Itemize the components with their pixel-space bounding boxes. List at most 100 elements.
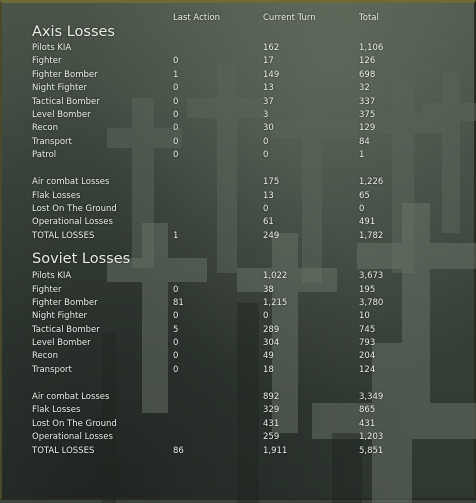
row-label: Flak Losses <box>32 191 81 201</box>
last-action-value: 1 <box>173 70 179 80</box>
row-label: Operational Losses <box>32 217 113 227</box>
row-label: Recon <box>32 123 59 133</box>
row-label: Transport <box>32 137 72 147</box>
total-value: 337 <box>359 97 376 107</box>
soviet-row-level-bomber: Level Bomber 0 304 793 <box>2 338 476 351</box>
row-label: Fighter <box>32 285 62 295</box>
current-turn-value: 38 <box>263 285 274 295</box>
current-turn-value: 37 <box>263 97 274 107</box>
last-action-value: 0 <box>173 338 179 348</box>
row-label: Tactical Bomber <box>32 97 100 107</box>
axis-losses-title: Axis Losses <box>32 24 115 40</box>
row-label: Level Bomber <box>32 338 91 348</box>
soviet-row-fighter: Fighter 0 38 195 <box>2 285 476 298</box>
total-value: 431 <box>359 419 376 429</box>
current-turn-value: 30 <box>263 123 274 133</box>
row-label: Tactical Bomber <box>32 325 100 335</box>
total-value: 3,349 <box>359 392 384 402</box>
current-turn-value: 0 <box>263 137 269 147</box>
axis-row-air-combat-losses: Air combat Losses 175 1,226 <box>2 177 476 190</box>
cemetery-crosses-background <box>102 63 476 503</box>
total-value: 375 <box>359 110 376 120</box>
row-label: Operational Losses <box>32 432 113 442</box>
last-action-value: 0 <box>173 311 179 321</box>
total-value: 129 <box>359 123 376 133</box>
last-action-value: 5 <box>173 325 179 335</box>
current-turn-value: 304 <box>263 338 280 348</box>
header-total: Total <box>359 13 379 23</box>
row-label: Fighter Bomber <box>32 70 98 80</box>
total-value: 698 <box>359 70 376 80</box>
row-label: Fighter <box>32 56 62 66</box>
axis-row-fighter: Fighter 0 17 126 <box>2 56 476 69</box>
last-action-value: 0 <box>173 351 179 361</box>
current-turn-value: 1,215 <box>263 298 288 308</box>
total-value: 1 <box>359 150 365 160</box>
current-turn-value: 0 <box>263 204 269 214</box>
row-label: Air combat Losses <box>32 392 110 402</box>
soviet-row-flak-losses: Flak Losses 329 865 <box>2 405 476 418</box>
last-action-value: 0 <box>173 365 179 375</box>
total-value: 793 <box>359 338 376 348</box>
soviet-row-operational-losses: Operational Losses 259 1,203 <box>2 432 476 445</box>
current-turn-value: 329 <box>263 405 280 415</box>
header-current-turn: Current Turn <box>263 13 316 23</box>
soviet-row-transport: Transport 0 18 124 <box>2 365 476 378</box>
header-last-action: Last Action <box>173 13 221 23</box>
total-value: 0 <box>359 204 365 214</box>
current-turn-value: 259 <box>263 432 280 442</box>
current-turn-value: 431 <box>263 419 280 429</box>
axis-row-fighter-bomber: Fighter Bomber 1 149 698 <box>2 70 476 83</box>
last-action-value: 1 <box>173 231 179 241</box>
axis-row-flak-losses: Flak Losses 13 65 <box>2 191 476 204</box>
total-value: 1,106 <box>359 43 384 53</box>
axis-row-total-losses: TOTAL LOSSES 1 249 1,782 <box>2 231 476 244</box>
total-value: 32 <box>359 83 370 93</box>
row-label: Flak Losses <box>32 405 81 415</box>
total-value: 3,673 <box>359 271 384 281</box>
row-label: Pilots KIA <box>32 271 72 281</box>
current-turn-value: 162 <box>263 43 280 53</box>
last-action-value: 0 <box>173 97 179 107</box>
total-value: 745 <box>359 325 376 335</box>
soviet-losses-title: Soviet Losses <box>32 251 131 267</box>
soviet-row-tactical-bomber: Tactical Bomber 5 289 745 <box>2 325 476 338</box>
current-turn-value: 249 <box>263 231 280 241</box>
row-label: Lost On The Ground <box>32 204 117 214</box>
current-turn-value: 289 <box>263 325 280 335</box>
row-label: Air combat Losses <box>32 177 110 187</box>
row-label: Transport <box>32 365 72 375</box>
current-turn-value: 892 <box>263 392 280 402</box>
axis-row-tactical-bomber: Tactical Bomber 0 37 337 <box>2 97 476 110</box>
row-label: Level Bomber <box>32 110 91 120</box>
total-value: 5,851 <box>359 446 384 456</box>
axis-row-level-bomber: Level Bomber 0 3 375 <box>2 110 476 123</box>
current-turn-value: 17 <box>263 56 274 66</box>
current-turn-value: 0 <box>263 150 269 160</box>
total-value: 124 <box>359 365 376 375</box>
soviet-row-recon: Recon 0 49 204 <box>2 351 476 364</box>
last-action-value: 0 <box>173 285 179 295</box>
total-value: 491 <box>359 217 376 227</box>
losses-table: Last Action Current Turn Total Axis Loss… <box>2 3 476 503</box>
last-action-value: 0 <box>173 56 179 66</box>
row-label: TOTAL LOSSES <box>32 446 95 456</box>
current-turn-value: 0 <box>263 311 269 321</box>
soviet-row-pilots-kia: Pilots KIA 1,022 3,673 <box>2 271 476 284</box>
soviet-row-lost-on-the-ground: Lost On The Ground 431 431 <box>2 419 476 432</box>
total-value: 84 <box>359 137 370 147</box>
row-label: Patrol <box>32 150 57 160</box>
last-action-value: 0 <box>173 123 179 133</box>
total-value: 195 <box>359 285 376 295</box>
last-action-value: 86 <box>173 446 184 456</box>
total-value: 204 <box>359 351 376 361</box>
current-turn-value: 175 <box>263 177 280 187</box>
row-label: Recon <box>32 351 59 361</box>
last-action-value: 0 <box>173 110 179 120</box>
total-value: 10 <box>359 311 370 321</box>
current-turn-value: 13 <box>263 191 274 201</box>
total-value: 65 <box>359 191 370 201</box>
row-label: Fighter Bomber <box>32 298 98 308</box>
total-value: 1,203 <box>359 432 384 442</box>
